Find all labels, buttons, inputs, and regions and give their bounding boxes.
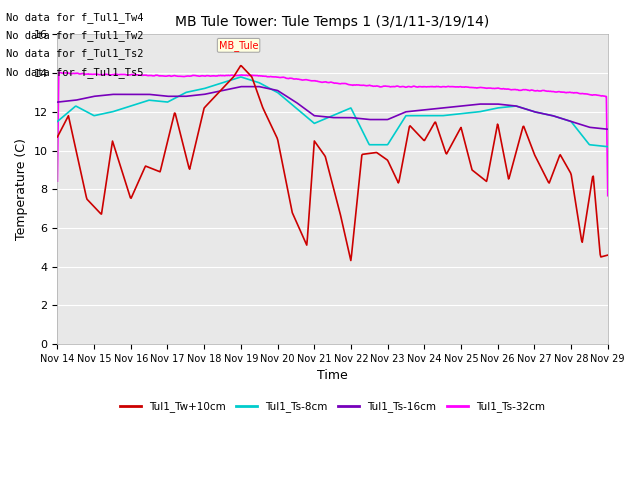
Legend: Tul1_Tw+10cm, Tul1_Ts-8cm, Tul1_Ts-16cm, Tul1_Ts-32cm: Tul1_Tw+10cm, Tul1_Ts-8cm, Tul1_Ts-16cm,… [116,397,549,417]
Text: No data for f_Tul1_Tw2: No data for f_Tul1_Tw2 [6,30,144,41]
Text: No data for f_Tul1_Tw4: No data for f_Tul1_Tw4 [6,12,144,23]
Text: No data for f_Tul1_Ts2: No data for f_Tul1_Ts2 [6,48,144,60]
Title: MB Tule Tower: Tule Temps 1 (3/1/11-3/19/14): MB Tule Tower: Tule Temps 1 (3/1/11-3/19… [175,15,490,29]
X-axis label: Time: Time [317,370,348,383]
Text: No data for f_Tul1_Ts5: No data for f_Tul1_Ts5 [6,67,144,78]
Text: MB_Tule: MB_Tule [219,40,259,51]
Y-axis label: Temperature (C): Temperature (C) [15,138,28,240]
